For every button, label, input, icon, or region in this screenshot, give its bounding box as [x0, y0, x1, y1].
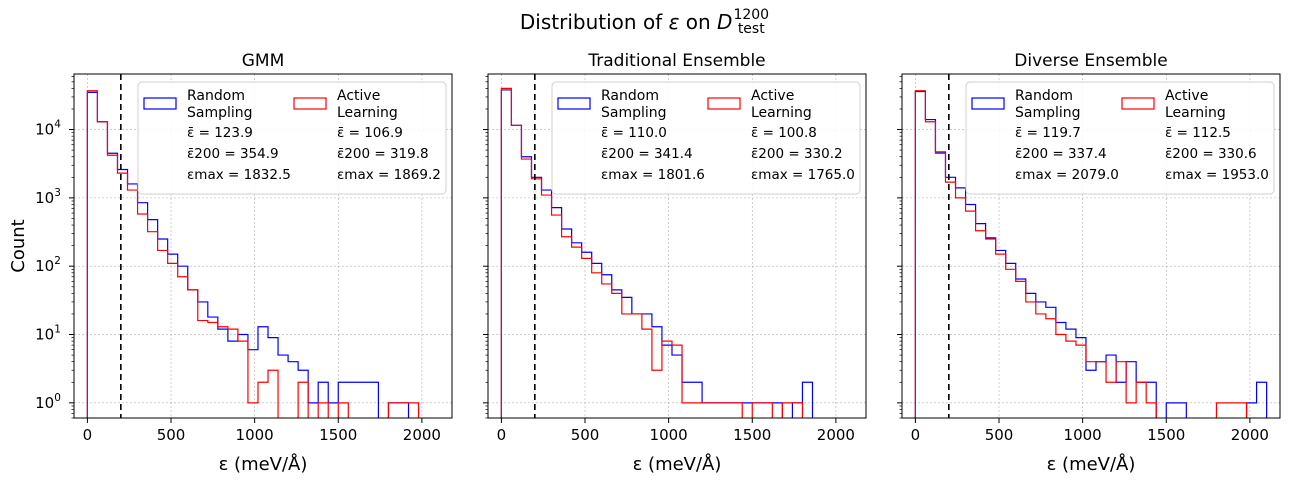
- legend-stat: ε̄ = 112.5: [1165, 125, 1231, 141]
- x-tick-label: 1500: [1147, 426, 1185, 444]
- legend-label: Active: [751, 88, 794, 104]
- legend-box: [137, 81, 447, 195]
- y-tick-label: 103: [35, 187, 61, 207]
- x-tick-label: 1000: [1064, 426, 1102, 444]
- legend-swatch: [707, 97, 741, 110]
- legend-stat: ε̄200 = 341.4: [601, 146, 693, 162]
- legend-box: [965, 81, 1275, 195]
- legend-label: Sampling: [601, 105, 667, 121]
- x-tick-label: 2000: [1231, 426, 1269, 444]
- y-tick-label: 102: [35, 255, 61, 275]
- y-tick-label: 104: [35, 119, 61, 139]
- legend-stat: ε̄ = 123.9: [187, 125, 253, 141]
- axes-frame: [73, 73, 453, 419]
- x-tick-label: 1500: [733, 426, 771, 444]
- legend-label: Learning: [1165, 105, 1226, 121]
- figure-suptitle: Distribution of ε on D 1200 test: [0, 8, 1289, 36]
- legend-label: Random: [601, 88, 659, 104]
- axes-frame: [487, 73, 867, 419]
- chart-title: Diverse Ensemble: [1014, 51, 1167, 71]
- legend-swatch: [1121, 97, 1155, 110]
- histogram-active-learning: [500, 87, 804, 418]
- x-axis-label: ε (meV/Å): [219, 453, 308, 475]
- y-tick-label: 100: [35, 392, 61, 412]
- chart-panel-2: 0 500 1000 1500 2000 Traditional Ensemble ε (m…: [483, 51, 867, 475]
- x-tick-label: 500: [985, 426, 1014, 444]
- legend-stat: εmax = 2079.0: [1015, 167, 1119, 183]
- legend-label: Active: [337, 88, 380, 104]
- x-tick-label: 2000: [403, 426, 441, 444]
- x-tick-label: 500: [571, 426, 600, 444]
- legend-swatch: [971, 97, 1005, 110]
- suptitle-sup: 1200: [733, 7, 770, 23]
- chart-title: GMM: [242, 51, 285, 71]
- x-tick-label: 2000: [817, 426, 855, 444]
- legend-box: [551, 81, 861, 195]
- legend-swatch: [143, 97, 177, 110]
- legend-stat: ε̄200 = 319.8: [337, 146, 429, 162]
- legend-stat: ε̄200 = 330.6: [1165, 146, 1257, 162]
- chart-panel-1: 0 500 1000 1500 2000 100 101 102 103 104 GMM ε (meV…: [8, 51, 453, 475]
- legend-stat: ε̄200 = 354.9: [187, 146, 279, 162]
- legend-label: Active: [1165, 88, 1208, 104]
- x-tick-label: 1500: [319, 426, 357, 444]
- legend-stat: εmax = 1765.0: [751, 167, 855, 183]
- legend-stat: εmax = 1953.0: [1165, 167, 1269, 183]
- legend-stat: εmax = 1832.5: [187, 167, 291, 183]
- histogram-active-learning: [914, 90, 1248, 418]
- legend-swatch: [557, 97, 591, 110]
- legend-stat: ε̄200 = 330.2: [751, 146, 843, 162]
- x-tick-label: 0: [497, 426, 507, 444]
- suptitle-mid: on: [679, 10, 718, 34]
- suptitle-prefix: Distribution of: [519, 10, 669, 34]
- legend-stat: εmax = 1869.2: [337, 167, 441, 183]
- legend-stat: εmax = 1801.6: [601, 167, 705, 183]
- legend-label: Learning: [337, 105, 398, 121]
- x-axis-label: ε (meV/Å): [633, 453, 722, 475]
- legend-label: Sampling: [187, 105, 253, 121]
- legend-swatch: [293, 97, 327, 110]
- legend-stat: ε̄200 = 337.4: [1015, 146, 1107, 162]
- suptitle-symbol: ε: [668, 10, 680, 34]
- axes-frame: [901, 73, 1281, 419]
- x-tick-label: 0: [911, 426, 921, 444]
- x-tick-label: 500: [157, 426, 186, 444]
- y-tick-label: 101: [35, 324, 61, 344]
- x-axis-label: ε (meV/Å): [1047, 453, 1136, 475]
- legend-stat: ε̄ = 100.8: [751, 125, 817, 141]
- legend-stat: ε̄ = 106.9: [337, 125, 403, 141]
- legend-label: Learning: [751, 105, 812, 121]
- chart-panel-3: 0 500 1000 1500 2000 Diverse Ensemble ε (meV/Å…: [897, 51, 1281, 475]
- y-axis-label: Count: [8, 219, 29, 272]
- x-tick-label: 1000: [236, 426, 274, 444]
- legend-label: Sampling: [1015, 105, 1081, 121]
- chart-title: Traditional Ensemble: [587, 51, 765, 71]
- legend-stat: ε̄ = 119.7: [1015, 125, 1081, 141]
- legend-label: Random: [187, 88, 245, 104]
- histogram-active-learning: [86, 90, 420, 418]
- legend-label: Random: [1015, 88, 1073, 104]
- legend-stat: ε̄ = 110.0: [601, 125, 667, 141]
- suptitle-sub: test: [737, 21, 765, 37]
- x-tick-label: 1000: [650, 426, 688, 444]
- suptitle-dataset: D: [717, 10, 733, 34]
- x-tick-label: 0: [83, 426, 93, 444]
